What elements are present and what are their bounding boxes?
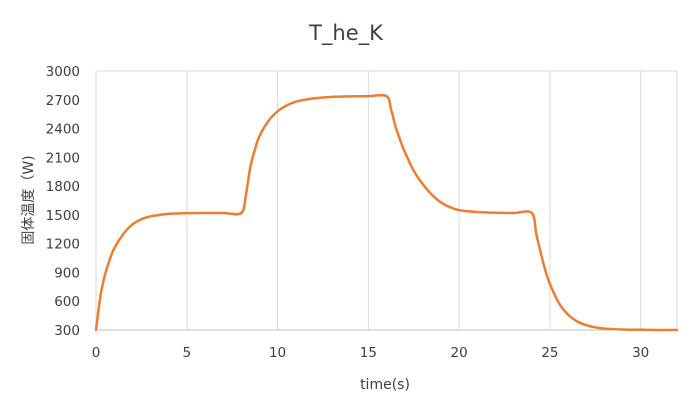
y-tick-label: 2700 [46,93,80,109]
y-axis-label: 固体温度（W) [21,155,37,244]
x-tick-label: 10 [269,345,286,361]
chart-title: T_he_K [308,21,384,46]
x-tick-labels: 0 5 10 15 20 25 30 [92,345,650,361]
x-tick-label: 0 [92,345,101,361]
x-axis-label: time(s) [360,377,410,393]
y-tick-label: 2100 [46,150,80,166]
x-tick-label: 30 [632,345,649,361]
series-line-0 [94,93,679,332]
y-tick-label: 300 [54,323,80,339]
y-tick-labels: 300 600 900 1200 1500 1800 2100 2400 2700 3000 [46,64,80,339]
y-tick-label: 3000 [46,64,80,80]
x-tick-label: 20 [451,345,468,361]
y-tick-label: 1800 [46,179,80,195]
x-tick-label: 15 [360,345,377,361]
y-tick-label: 2400 [46,122,80,138]
y-tick-label: 1200 [46,237,80,253]
y-tick-label: 600 [54,294,80,310]
grid-lines [95,71,678,330]
x-tick-label: 5 [182,345,191,361]
y-tick-label: 1500 [46,208,80,224]
axes [96,70,677,331]
y-tick-label: 900 [54,265,80,281]
x-tick-label: 25 [541,345,558,361]
series-lines [94,93,679,332]
